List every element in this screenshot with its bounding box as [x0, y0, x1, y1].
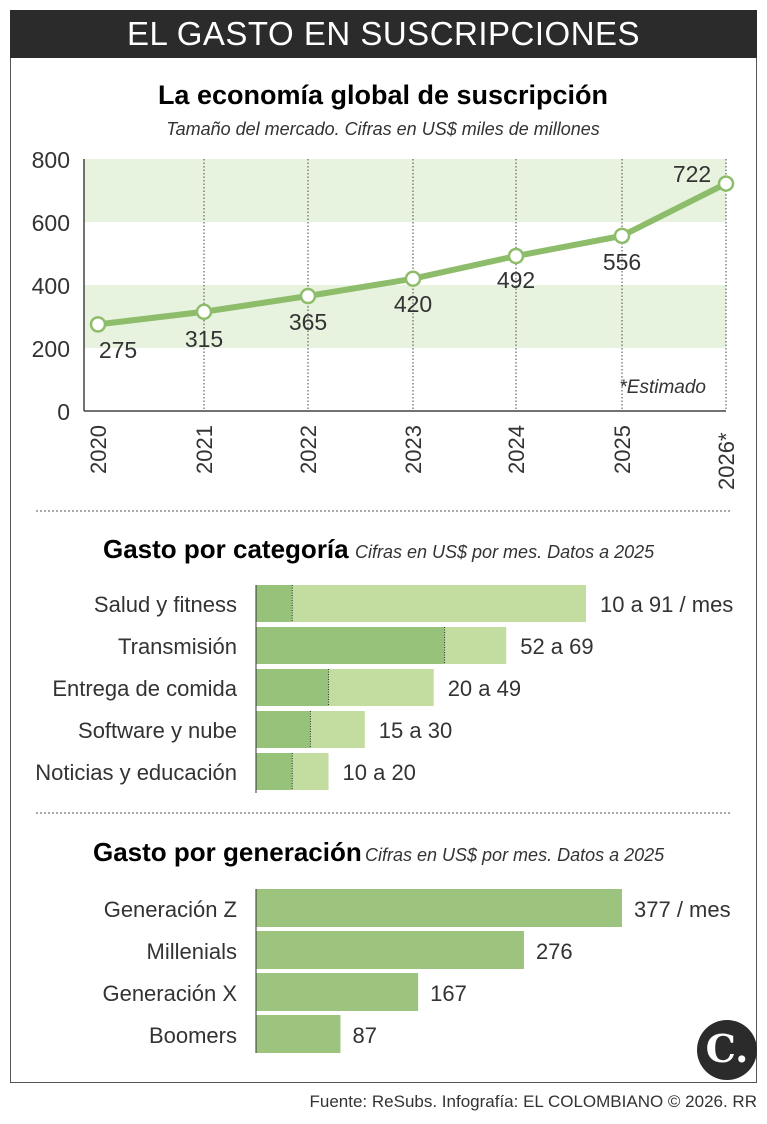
y-tick-label: 200 [32, 336, 70, 362]
data-label: 315 [185, 326, 223, 352]
y-tick-label: 0 [57, 399, 70, 425]
y-tick-label: 600 [32, 210, 70, 236]
data-point [89, 316, 107, 333]
category-chart-title: Gasto por categoría [103, 534, 349, 564]
data-label: 722 [673, 161, 711, 187]
generation-label: Generación Z [104, 897, 237, 922]
bar [256, 889, 622, 927]
data-label: 420 [394, 291, 432, 317]
category-label: Noticias y educación [35, 760, 237, 785]
line-chart-subtitle: Tamaño del mercado. Cifras en US$ miles … [166, 119, 600, 139]
data-point [507, 247, 525, 265]
bar-value-label: 10 a 91 / mes [600, 592, 733, 617]
category-label: Software y nube [78, 718, 237, 743]
bar-value-label: 87 [352, 1023, 376, 1048]
bar-range [256, 585, 586, 622]
bar-value-label: 10 a 20 [343, 760, 416, 785]
category-label: Transmisión [118, 634, 237, 659]
bar-min [256, 711, 311, 748]
y-tick-label: 400 [32, 273, 70, 299]
x-tick-label: 2024 [504, 425, 529, 474]
x-tick-label: 2025 [610, 425, 635, 474]
bar-value-label: 52 a 69 [520, 634, 593, 659]
data-label: 365 [289, 309, 327, 335]
data-label: 556 [603, 249, 641, 275]
bar [256, 973, 419, 1011]
bar-min [256, 585, 293, 622]
category-chart-subtitle: Cifras en US$ por mes. Datos a 2025 [355, 542, 655, 562]
y-tick-label: 800 [32, 147, 70, 173]
generation-chart-title: Gasto por generación [93, 837, 362, 867]
generation-label: Generación X [102, 981, 237, 1006]
data-point [717, 175, 735, 192]
data-point [299, 287, 317, 305]
bar-value-label: 276 [536, 939, 573, 964]
bar [256, 1015, 341, 1053]
x-tick-label: 2021 [192, 425, 217, 474]
category-label: Salud y fitness [94, 592, 237, 617]
bar-value-label: 20 a 49 [448, 676, 521, 701]
x-tick-label: 2020 [86, 425, 111, 474]
x-tick-label: 2022 [296, 425, 321, 474]
x-tick-label: 2023 [401, 425, 426, 474]
bar-value-label: 167 [430, 981, 467, 1006]
grid-band [84, 285, 726, 348]
infographic-frame [10, 58, 757, 1083]
bar-min [256, 753, 293, 790]
x-tick-label: 2026* [714, 432, 739, 490]
data-point [404, 270, 422, 287]
category-label: Entrega de comida [52, 676, 237, 701]
data-point [613, 227, 631, 245]
data-label: 492 [497, 267, 535, 293]
bar-value-label: 377 / mes [634, 897, 731, 922]
estimate-note: *Estimado [619, 377, 706, 398]
grid-band [84, 159, 726, 222]
data-label: 275 [99, 337, 137, 363]
bar [256, 931, 524, 969]
generation-label: Millenials [147, 939, 237, 964]
generation-chart-subtitle: Cifras en US$ por mes. Datos a 2025 [365, 845, 665, 865]
header-title: EL GASTO EN SUSCRIPCIONES [10, 10, 757, 58]
bar-min [256, 627, 445, 664]
footer-source: Fuente: ReSubs. Infografía: EL COLOMBIAN… [309, 1092, 758, 1111]
generation-label: Boomers [149, 1023, 237, 1048]
bar-min [256, 669, 329, 706]
line-chart-title: La economía global de suscripción [158, 80, 608, 110]
bar-value-label: 15 a 30 [379, 718, 452, 743]
data-point [195, 303, 213, 321]
el-colombiano-logo: C. [697, 1020, 757, 1080]
